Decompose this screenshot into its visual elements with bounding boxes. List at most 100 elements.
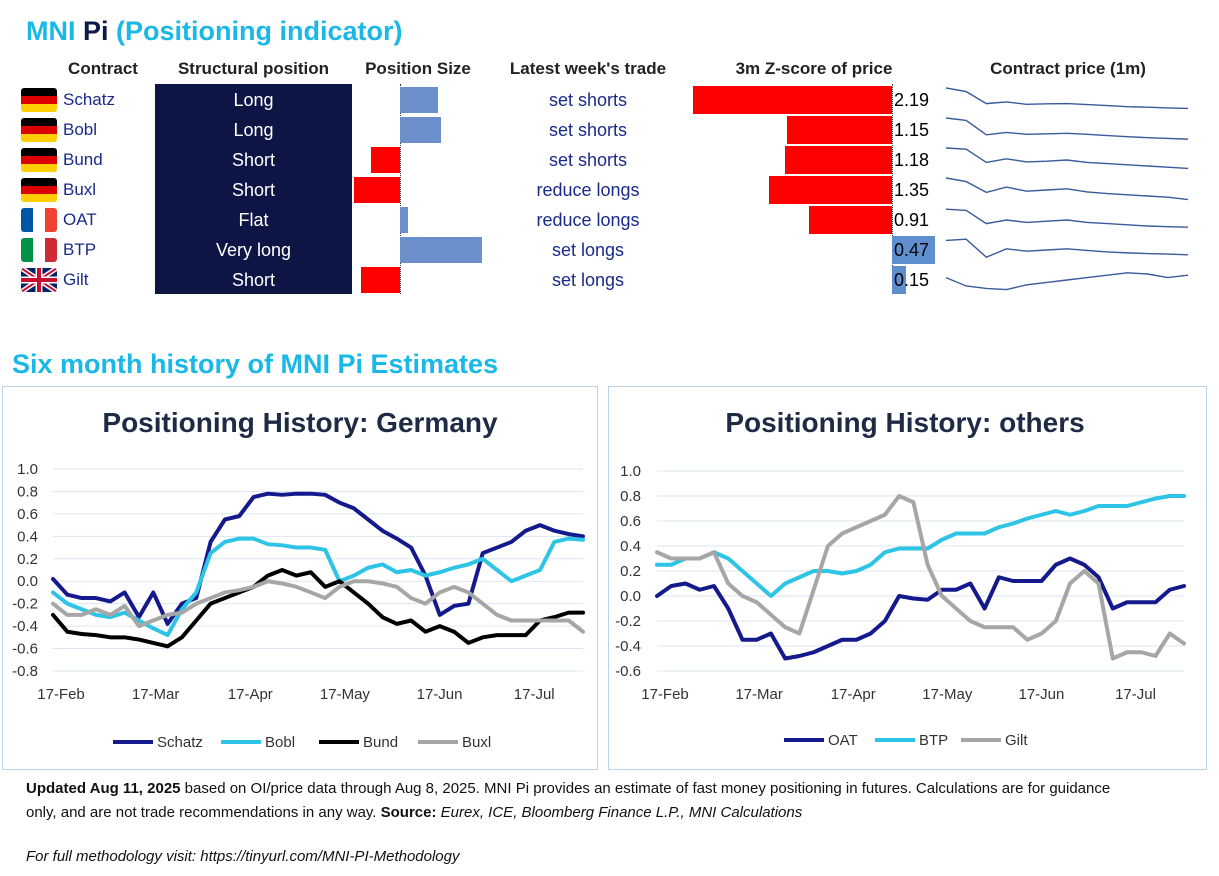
position-size-bar (354, 177, 400, 203)
zscore-value: 0.47 (894, 240, 930, 260)
series-line-schatz (51, 491, 585, 626)
contract-name: Schatz (63, 90, 115, 109)
flag-stripe (45, 208, 57, 232)
structural-position: Very long (215, 240, 292, 260)
flag-de-icon (21, 178, 57, 202)
zscore-value: 2.19 (894, 90, 930, 110)
structural-position: Short (231, 150, 276, 170)
flag-it-icon (21, 238, 57, 262)
position-size-bar (361, 267, 400, 293)
position-size-bar (400, 237, 482, 263)
zscore-value: 1.15 (894, 120, 930, 140)
price-sparkline (946, 208, 1188, 228)
chart-germany: Positioning History: Germany 1.0 0.8 0.6 0.4… (2, 386, 598, 770)
series-line-gilt (655, 494, 1186, 661)
legend-label: Bobl (265, 734, 295, 751)
latest-trade: set shorts (548, 150, 628, 170)
zscore-axis (892, 84, 893, 294)
latest-trade: reduce longs (536, 210, 640, 230)
y-tick-label: -0.2 (615, 613, 641, 630)
flag-stripe (21, 178, 57, 186)
x-tick-label: 17-Feb (37, 686, 85, 703)
x-tick-label: 17-Apr (228, 686, 273, 703)
zscore-bar (892, 236, 935, 264)
series-line-buxl (51, 579, 585, 634)
contract-name: Bund (63, 150, 103, 169)
flag-stripe (21, 238, 33, 262)
flag-stripe (45, 238, 57, 262)
x-tick-label: 17-Mar (132, 686, 180, 703)
y-tick-label: -0.4 (615, 638, 641, 655)
legend-label: Buxl (462, 734, 491, 751)
y-tick-label: 0.4 (620, 538, 641, 555)
zscore-bar (892, 266, 906, 294)
structural-position: Long (233, 90, 274, 110)
flag-stripe (21, 126, 57, 134)
flag-stripe (33, 208, 45, 232)
flag-stripe (21, 186, 57, 194)
series-line-oat (655, 556, 1186, 661)
y-tick-label: 0.8 (620, 488, 641, 505)
structural-position: Short (231, 180, 276, 200)
latest-trade: set shorts (548, 120, 628, 140)
sparkline-path (946, 117, 1188, 140)
position-size-bar (371, 147, 400, 173)
footer-line-2: only, and are not trade recommendations … (26, 804, 803, 821)
price-sparkline (946, 147, 1188, 170)
flag-stripe (21, 88, 57, 96)
flag-cross-red (21, 268, 57, 292)
header-trade: Latest week's trade (509, 59, 667, 78)
zscore-bar (787, 116, 892, 144)
legend-label: Schatz (157, 734, 203, 751)
flag-stripe (21, 156, 57, 164)
methodology-link[interactable]: For full methodology visit: https://tiny… (26, 848, 460, 865)
zscore-value: 0.91 (894, 210, 930, 230)
y-tick-label: 1.0 (620, 463, 641, 480)
x-tick-label: 17-May (320, 686, 371, 703)
zscore-bar (784, 146, 892, 174)
contract-name: Bobl (63, 120, 98, 139)
y-tick-label: -0.2 (12, 596, 38, 613)
footer-line-1: Updated Aug 11, 2025 based on OI/price d… (26, 780, 1111, 797)
flag-stripe (21, 194, 57, 202)
chart-others-svg: Positioning History: others 1.0 0.8 0.6 0.4 0… (615, 407, 1186, 749)
header-price: Contract price (1m) (990, 59, 1146, 78)
chart-germany-svg: Positioning History: Germany 1.0 0.8 0.6 0.4… (12, 407, 585, 751)
chart-title: Positioning History: Germany (102, 407, 498, 438)
zscore-value: 1.35 (894, 180, 930, 200)
contract-name: OAT (63, 210, 97, 229)
y-tick-label: -0.8 (12, 663, 38, 680)
size-axis (400, 84, 401, 294)
price-sparkline (946, 177, 1188, 201)
sparkline-path (946, 87, 1188, 110)
header-structural: Structural position (177, 59, 330, 78)
flag-gb-icon (21, 268, 57, 292)
flag-stripe (21, 148, 57, 156)
x-tick-label: 17-Mar (735, 686, 783, 703)
flag-stripe (21, 134, 57, 142)
legend-label: Gilt (1005, 732, 1028, 749)
flag-stripe (33, 238, 45, 262)
x-tick-label: 17-Jul (514, 686, 555, 703)
header-zscore: 3m Z-score of price (735, 59, 893, 78)
structural-position: Flat (238, 210, 269, 230)
y-tick-label: 0.0 (620, 588, 641, 605)
flag-fr-icon (21, 208, 57, 232)
latest-trade: set longs (551, 240, 625, 260)
position-size-bar (400, 87, 438, 113)
page-title: MNI Pi (Positioning indicator) (26, 16, 403, 46)
x-tick-label: 17-Jun (1018, 686, 1064, 703)
y-tick-label: -0.6 (615, 663, 641, 680)
y-tick-label: 1.0 (17, 461, 38, 478)
zscore-bar (692, 86, 892, 114)
legend-label: OAT (828, 732, 858, 749)
flag-stripe (21, 96, 57, 104)
latest-trade: set longs (551, 270, 625, 290)
flag-stripe (21, 104, 57, 112)
sparkline-path (946, 272, 1188, 291)
zscore-bar (769, 176, 892, 204)
price-sparkline (946, 272, 1188, 291)
flag-de-icon (21, 148, 57, 172)
contract-name: Buxl (63, 180, 97, 199)
position-size-bar (400, 117, 441, 143)
